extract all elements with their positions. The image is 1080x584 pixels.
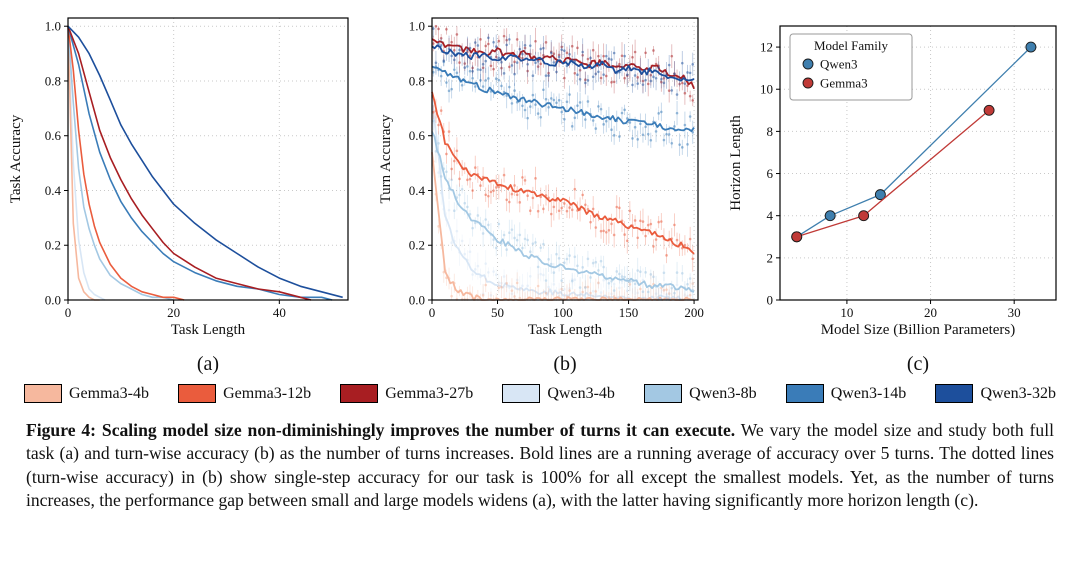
panel-c: 10 20 30 0 2 4 6 8 10 12 Model Size (Billion Param…: [726, 8, 1076, 376]
svg-text:30: 30: [1008, 305, 1021, 320]
svg-text:0.8: 0.8: [45, 73, 61, 88]
svg-text:0.8: 0.8: [409, 73, 425, 88]
caption-lead: Figure 4: Scaling model size non-diminis…: [26, 420, 736, 440]
svg-text:4: 4: [767, 208, 774, 223]
legend-item-qwen3-14b: Qwen3-14b: [785, 384, 907, 403]
svg-text:40: 40: [273, 305, 286, 320]
svg-text:50: 50: [491, 305, 504, 320]
svg-text:0: 0: [65, 305, 72, 320]
svg-text:0.0: 0.0: [45, 293, 61, 308]
horizon-length-chart: 10 20 30 0 2 4 6 8 10 12 Model Size (Billion Param…: [728, 25, 1057, 338]
svg-text:0: 0: [767, 293, 774, 308]
svg-text:Task Accuracy: Task Accuracy: [8, 114, 24, 203]
legend-swatch-qwen3-32b: [935, 384, 974, 403]
svg-text:0.6: 0.6: [45, 128, 62, 143]
legend-label: Qwen3-32b: [980, 384, 1056, 402]
svg-text:200: 200: [684, 305, 704, 320]
legend-swatch-qwen3-4b: [502, 384, 541, 403]
legend-swatch-qwen3-14b: [785, 384, 824, 403]
svg-text:8: 8: [767, 124, 774, 139]
panel-b: 0 50 100 150 200 0.0 0.2 0.4 0.6 0.8 1.0 Task Lengt…: [376, 8, 706, 376]
legend-label: Gemma3-27b: [385, 384, 474, 402]
svg-text:10: 10: [760, 82, 773, 97]
svg-text:0.4: 0.4: [45, 183, 62, 198]
figure-caption: Figure 4: Scaling model size non-diminis…: [26, 419, 1054, 513]
svg-text:12: 12: [760, 40, 773, 55]
legend-swatch-gemma3-27b: [340, 384, 379, 403]
legend-label: Qwen3-14b: [830, 384, 907, 402]
svg-text:150: 150: [619, 305, 639, 320]
legend-label: Qwen3-4b: [547, 384, 615, 402]
panel-b-label: (b): [553, 353, 577, 375]
legend-item-gemma3-4b: Gemma3-4b: [24, 384, 149, 403]
svg-text:20: 20: [924, 305, 937, 320]
svg-text:0: 0: [429, 305, 436, 320]
legend-item-qwen3-32b: Qwen3-32b: [935, 384, 1056, 403]
caption-body: We vary the model size and study both fu…: [26, 420, 1054, 511]
svg-text:6: 6: [767, 166, 774, 181]
svg-text:0.2: 0.2: [45, 238, 61, 253]
legend-swatch-qwen3-8b: [644, 384, 683, 403]
svg-text:Task Length: Task Length: [528, 322, 603, 338]
svg-text:10: 10: [840, 305, 853, 320]
svg-text:100: 100: [553, 305, 573, 320]
panel-a-label: (a): [196, 353, 220, 375]
panel-a: 0 20 40 0.0 0.2 0.4 0.6 0.8 1.0 Task Length Task A…: [4, 8, 356, 376]
legend-item-qwen3-8b: Qwen3-8b: [644, 384, 757, 403]
panel-c-label: (c): [906, 353, 930, 375]
legend-item-gemma3-27b: Gemma3-27b: [340, 384, 473, 403]
svg-text:Task Length: Task Length: [171, 322, 246, 338]
svg-text:0.4: 0.4: [409, 183, 426, 198]
turn-accuracy-chart: 0 50 100 150 200 0.0 0.2 0.4 0.6 0.8 1.0 Task Lengt…: [378, 17, 704, 338]
legend-label: Gemma3-12b: [223, 384, 312, 402]
svg-text:1.0: 1.0: [409, 19, 425, 34]
legend-label: Gemma3-4b: [69, 384, 149, 402]
legend-item-gemma3-12b: Gemma3-12b: [178, 384, 311, 403]
svg-text:Gemma3: Gemma3: [820, 76, 868, 91]
svg-text:0.6: 0.6: [409, 128, 426, 143]
svg-text:Qwen3: Qwen3: [820, 57, 858, 72]
legend-item-qwen3-4b: Qwen3-4b: [502, 384, 615, 403]
legend-swatch-gemma3-4b: [24, 384, 62, 403]
figure-legend: Gemma3-4b Gemma3-12b Gemma3-27b Qwen3-4b…: [0, 376, 1080, 403]
legend-label: Qwen3-8b: [689, 384, 757, 402]
svg-text:1.0: 1.0: [45, 19, 61, 34]
svg-text:0.0: 0.0: [409, 293, 425, 308]
svg-text:Turn Accuracy: Turn Accuracy: [378, 114, 394, 204]
svg-text:2: 2: [767, 250, 774, 265]
legend-swatch-gemma3-12b: [178, 384, 217, 403]
svg-text:Model Size (Billion Parameters: Model Size (Billion Parameters): [821, 322, 1016, 338]
svg-text:Model Family: Model Family: [814, 38, 889, 53]
task-accuracy-chart: 0 20 40 0.0 0.2 0.4 0.6 0.8 1.0 Task Length Task A…: [8, 17, 349, 338]
svg-text:Horizon Length: Horizon Length: [728, 115, 744, 211]
svg-text:20: 20: [167, 305, 180, 320]
charts-row: 0 20 40 0.0 0.2 0.4 0.6 0.8 1.0 Task Length Task A…: [4, 8, 1076, 376]
svg-text:0.2: 0.2: [409, 238, 425, 253]
